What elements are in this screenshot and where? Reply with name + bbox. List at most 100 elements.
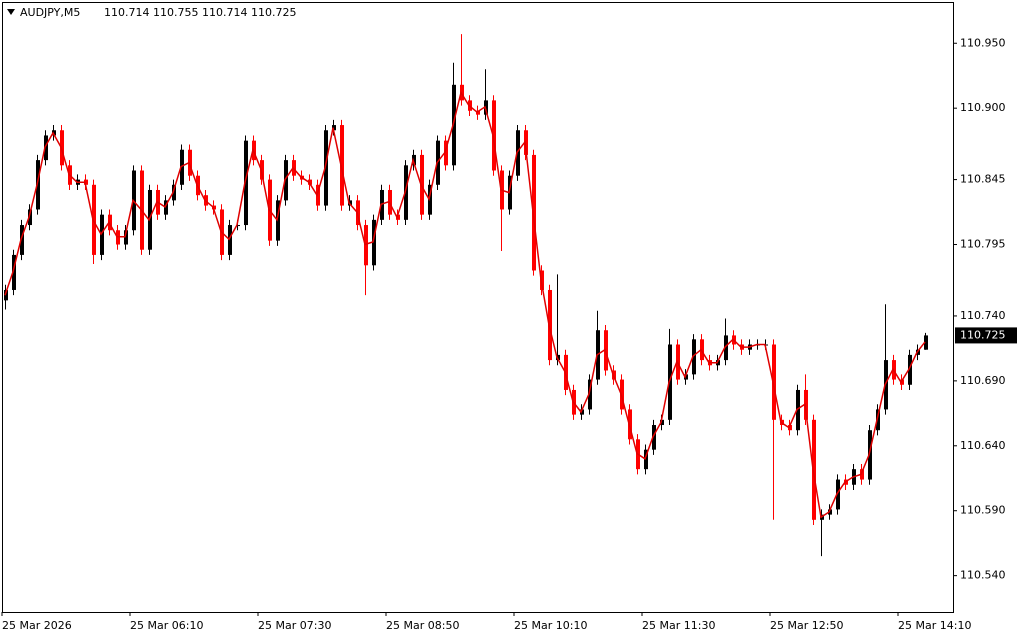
- candle-body: [428, 184, 432, 215]
- candle-body: [540, 270, 544, 290]
- candle-body: [188, 149, 192, 176]
- candle-body: [36, 160, 40, 210]
- candle-body: [148, 189, 152, 250]
- candle-body: [92, 184, 96, 255]
- candle-body: [396, 214, 400, 220]
- candle-body: [620, 379, 624, 410]
- candle-body: [828, 509, 832, 515]
- x-tick-label: 25 Mar 07:30: [258, 619, 331, 632]
- candle-body: [836, 479, 840, 510]
- candle-body: [100, 214, 104, 255]
- candle-body: [132, 170, 136, 231]
- symbol: AUDJPY,M5: [20, 6, 80, 19]
- y-tick-label: 110.795: [960, 238, 1006, 251]
- candle-body: [516, 130, 520, 176]
- current-price: 110.725: [960, 328, 1006, 341]
- candle-body: [452, 84, 456, 166]
- candle-body: [556, 354, 560, 361]
- candle-body: [460, 84, 464, 101]
- moving-average: [4, 90, 926, 519]
- candle-body: [660, 419, 664, 426]
- candle-body: [700, 339, 704, 361]
- ohlc-text: 110.714 110.755 110.714 110.725: [104, 6, 296, 19]
- candle-body: [444, 140, 448, 166]
- candle-body: [284, 160, 288, 201]
- candle-body: [924, 335, 928, 350]
- candle-body: [796, 389, 800, 431]
- candle-body: [348, 200, 352, 206]
- y-tick-label: 110.845: [960, 173, 1006, 186]
- x-tick-label: 25 Mar 06:10: [130, 619, 203, 632]
- candle-body: [340, 125, 344, 206]
- candle-body: [604, 330, 608, 371]
- candle-body: [884, 360, 888, 410]
- candle-body: [628, 409, 632, 440]
- candle-body: [868, 430, 872, 480]
- candle-body: [332, 125, 336, 131]
- candle-body: [28, 209, 32, 226]
- candle-body: [900, 379, 904, 385]
- candle-body: [788, 425, 792, 431]
- y-tick-label: 110.540: [960, 569, 1006, 582]
- candle-body: [716, 360, 720, 366]
- y-tick-label: 110.900: [960, 101, 1006, 114]
- y-tick-label: 110.640: [960, 439, 1006, 452]
- candle-body: [372, 219, 376, 266]
- candle-body: [860, 469, 864, 480]
- candle-body: [548, 289, 552, 361]
- plot-frame: [2, 2, 954, 613]
- candle-body: [84, 179, 88, 185]
- candle-body: [876, 409, 880, 431]
- candle-body: [812, 419, 816, 520]
- candle-body: [916, 349, 920, 355]
- candle-body: [772, 344, 776, 420]
- x-tick-label: 25 Mar 11:30: [642, 619, 715, 632]
- candle-body: [684, 374, 688, 380]
- candle-body: [764, 344, 768, 346]
- candle-body: [564, 354, 568, 390]
- candle-body: [412, 154, 416, 166]
- candle-body: [308, 179, 312, 185]
- candle-body: [804, 389, 808, 420]
- candle-body: [364, 225, 368, 266]
- candle-body: [316, 184, 320, 206]
- price-label-box: [955, 327, 1017, 344]
- candle-body: [180, 149, 184, 185]
- candle-body: [356, 200, 360, 226]
- candle-body: [532, 154, 536, 271]
- candle-body: [580, 409, 584, 415]
- candle-body: [692, 339, 696, 375]
- candle-body: [212, 205, 216, 210]
- candle-body: [404, 165, 408, 220]
- candle-body: [276, 200, 280, 241]
- y-tick-label: 110.740: [960, 309, 1006, 322]
- candle-body: [260, 160, 264, 180]
- candle-body: [124, 230, 128, 245]
- candle-body: [244, 140, 248, 226]
- x-tick-label: 25 Mar 14:10: [898, 619, 971, 632]
- candle-body: [484, 100, 488, 115]
- candle-body: [20, 225, 24, 255]
- candle-body: [324, 130, 328, 206]
- candle-body: [524, 130, 528, 155]
- candle-body: [724, 335, 728, 361]
- x-tick-label: 25 Mar 12:50: [770, 619, 843, 632]
- candle-body: [44, 135, 48, 161]
- candle-body: [644, 449, 648, 470]
- candle-body: [12, 254, 16, 290]
- candle-body: [52, 130, 56, 136]
- candle-body: [508, 175, 512, 210]
- candle-body: [908, 354, 912, 385]
- candle-body: [108, 214, 112, 231]
- candle-body: [60, 130, 64, 166]
- candle-body: [228, 225, 232, 255]
- y-tick-label: 110.950: [960, 36, 1006, 49]
- x-tick-label: 25 Mar 10:10: [514, 619, 587, 632]
- candle-body: [236, 225, 240, 227]
- candle-body: [164, 200, 168, 215]
- candle-body: [668, 344, 672, 420]
- candle-body: [588, 379, 592, 410]
- x-tick-label: 25 Mar 08:50: [386, 619, 459, 632]
- collapse-arrow[interactable]: [7, 9, 15, 15]
